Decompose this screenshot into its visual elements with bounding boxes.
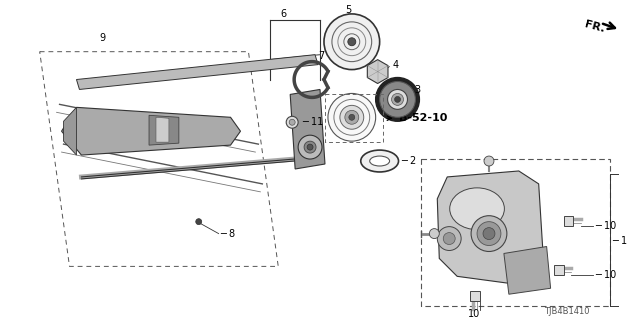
Text: 6: 6: [280, 9, 286, 19]
Polygon shape: [61, 107, 241, 155]
Text: ─ 10: ─ 10: [595, 270, 616, 280]
Text: 7: 7: [318, 51, 324, 61]
Text: ─ 1: ─ 1: [612, 236, 627, 245]
Circle shape: [349, 114, 355, 120]
Circle shape: [394, 96, 401, 102]
Circle shape: [471, 216, 507, 252]
Circle shape: [340, 105, 364, 129]
Circle shape: [307, 144, 313, 150]
Bar: [470, 291, 480, 301]
Circle shape: [298, 135, 322, 159]
Circle shape: [286, 116, 298, 128]
Ellipse shape: [370, 156, 390, 166]
Circle shape: [437, 227, 461, 251]
Circle shape: [484, 156, 494, 166]
Text: ─ 11: ─ 11: [302, 117, 323, 127]
Circle shape: [477, 222, 501, 245]
FancyBboxPatch shape: [421, 159, 611, 306]
Circle shape: [196, 219, 202, 225]
Polygon shape: [149, 115, 179, 145]
Bar: [564, 216, 573, 226]
Circle shape: [345, 110, 359, 124]
Polygon shape: [76, 55, 318, 90]
Polygon shape: [63, 107, 76, 155]
Text: 5: 5: [345, 5, 351, 15]
Circle shape: [328, 93, 376, 141]
Text: FR.: FR.: [583, 19, 605, 34]
Circle shape: [483, 228, 495, 240]
Text: 4: 4: [392, 60, 399, 70]
Text: ─ 2: ─ 2: [401, 156, 417, 166]
Polygon shape: [367, 60, 388, 84]
Circle shape: [388, 90, 408, 109]
Circle shape: [380, 82, 415, 117]
Text: TJB4B1410: TJB4B1410: [543, 307, 589, 316]
Ellipse shape: [450, 188, 504, 230]
Polygon shape: [156, 117, 169, 142]
Text: B-52-10: B-52-10: [399, 113, 447, 123]
Circle shape: [444, 233, 455, 244]
Text: 3: 3: [415, 85, 420, 95]
Circle shape: [289, 119, 295, 125]
Circle shape: [348, 38, 356, 46]
Text: ─ 8: ─ 8: [221, 228, 236, 239]
Circle shape: [429, 228, 439, 239]
Circle shape: [304, 141, 316, 153]
Text: ─ 10: ─ 10: [595, 220, 616, 231]
Circle shape: [392, 93, 403, 105]
Text: 10: 10: [468, 309, 481, 319]
Circle shape: [376, 77, 419, 121]
Polygon shape: [437, 171, 543, 283]
Ellipse shape: [361, 150, 399, 172]
Polygon shape: [290, 90, 325, 169]
Bar: [554, 265, 564, 275]
Circle shape: [324, 14, 380, 69]
Text: 9: 9: [99, 33, 106, 43]
Polygon shape: [504, 246, 550, 294]
